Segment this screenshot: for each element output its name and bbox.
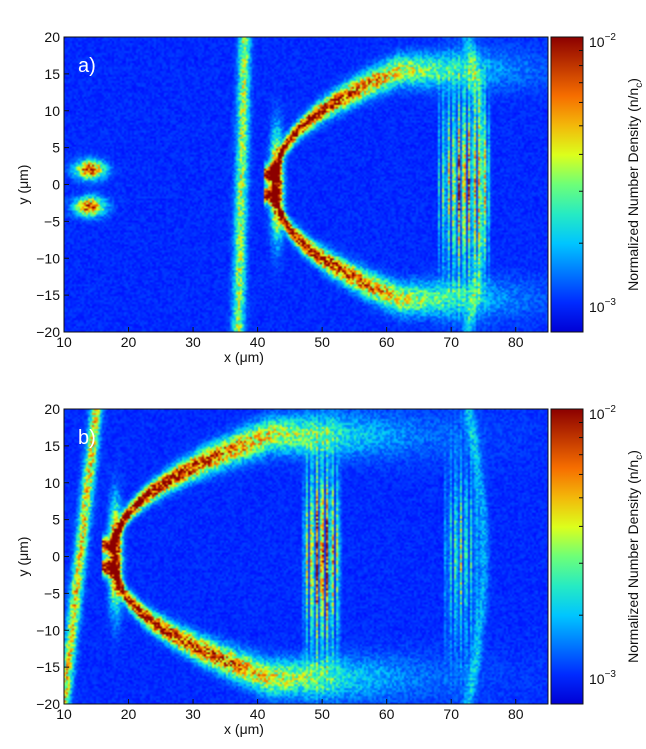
y-tick-label: 5 (52, 140, 60, 156)
colorbar-max-label: 10−2 (589, 404, 616, 422)
x-tick-label: 40 (250, 334, 266, 350)
y-tick-label: −10 (36, 622, 60, 638)
colorbar-label: Normalized Number Density (n/nc) (625, 78, 645, 291)
x-tick-label: 20 (121, 334, 137, 350)
x-tick-label: 60 (379, 334, 395, 350)
colorbar-label-main: Normalized Number Density (n/n (625, 460, 641, 663)
colorbar-min-label-exponent: −3 (605, 669, 617, 680)
x-tick-label: 80 (508, 334, 524, 350)
panel-label: a) (78, 55, 96, 77)
colorbar-label: Normalized Number Density (n/nc) (625, 450, 645, 663)
x-axis-label: x (μm) (224, 349, 264, 365)
y-tick-label: −5 (44, 213, 60, 229)
y-tick-label: 5 (52, 512, 60, 528)
colorbar-max-label-exponent: −2 (605, 404, 617, 415)
x-tick-label: 10 (56, 334, 72, 350)
y-tick-label: 10 (44, 103, 60, 119)
colorbar-max-label-exponent: −2 (605, 32, 617, 43)
y-tick-label: −5 (44, 585, 60, 601)
colorbar-min-label-base: 10 (589, 299, 605, 315)
x-tick-label: 50 (314, 334, 330, 350)
x-tick-label: 70 (443, 706, 459, 722)
colorbar-label-sub: c (634, 83, 645, 88)
x-tick-label: 20 (121, 706, 137, 722)
y-tick-label: −20 (36, 324, 60, 340)
y-tick-label: −20 (36, 696, 60, 712)
y-tick-label: −15 (36, 287, 60, 303)
colorbar-min-label-base: 10 (589, 671, 605, 687)
colorbar-max-label-base: 10 (589, 34, 605, 50)
y-tick-label: 10 (44, 475, 60, 491)
colorbar-max-label: 10−2 (589, 32, 616, 50)
colorbar-min-label-exponent: −3 (605, 297, 617, 308)
y-tick-label: 20 (44, 401, 60, 417)
x-tick-label: 30 (185, 334, 201, 350)
y-axis-label: y (μm) (15, 165, 31, 205)
density-heatmap (64, 409, 548, 704)
y-tick-label: 15 (44, 438, 60, 454)
colorbar-min-label: 10−3 (589, 297, 616, 315)
plot-panel-a: a) 10 20 30 40 50 60 70 80 20 15 10 5 0 −5 −10 −15 −20 x (… (0, 0, 646, 372)
colorbar-max-label-base: 10 (589, 406, 605, 422)
colorbar-min-label: 10−3 (589, 669, 616, 687)
colorbar-label-close: ) (625, 78, 641, 83)
y-axis-label: y (μm) (15, 537, 31, 577)
x-tick-label: 30 (185, 706, 201, 722)
density-heatmap (64, 37, 548, 332)
x-tick-label: 80 (508, 706, 524, 722)
x-tick-label: 70 (443, 334, 459, 350)
y-tick-label: 15 (44, 66, 60, 82)
x-tick-label: 40 (250, 706, 266, 722)
colorbar (550, 408, 584, 705)
y-tick-label: 0 (52, 549, 60, 565)
colorbar-label-sub: c (634, 455, 645, 460)
colorbar (550, 36, 584, 333)
panel-label: b) (78, 427, 96, 449)
x-axis-label: x (μm) (224, 721, 264, 737)
y-tick-label: −15 (36, 659, 60, 675)
y-tick-label: 0 (52, 177, 60, 193)
colorbar-label-close: ) (625, 450, 641, 455)
plot-panel-b: b) 10 20 30 40 50 60 70 80 20 15 10 5 0 −5 −10 −15 −20 x (… (0, 372, 646, 744)
x-tick-label: 10 (56, 706, 72, 722)
y-tick-label: 20 (44, 29, 60, 45)
x-tick-label: 60 (379, 706, 395, 722)
colorbar-label-main: Normalized Number Density (n/n (625, 88, 641, 291)
x-tick-label: 50 (314, 706, 330, 722)
y-tick-label: −10 (36, 250, 60, 266)
